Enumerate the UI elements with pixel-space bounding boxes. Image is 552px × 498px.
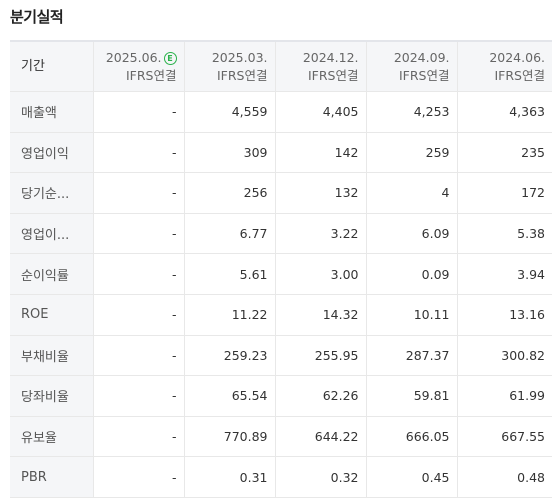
table-cell: 0.09 xyxy=(366,253,458,295)
table-cell: 13.16 xyxy=(457,293,552,336)
table-row: 유보율 -770.89 644.22 666.05 667.55 xyxy=(10,415,552,457)
table-cell: - xyxy=(93,456,185,498)
table-cell: - xyxy=(93,334,185,376)
column-date: 2024.09. xyxy=(393,49,450,65)
table-cell: - xyxy=(93,415,185,457)
period-header-label: 기간 xyxy=(10,40,94,92)
table-cell: 255.95 xyxy=(275,334,367,376)
table-cell: 0.32 xyxy=(275,456,367,498)
table-cell: 6.09 xyxy=(366,212,458,254)
table-cell: 666.05 xyxy=(366,415,458,457)
table-cell: - xyxy=(93,375,185,417)
table-cell: 667.55 xyxy=(457,415,552,457)
row-label: 부채비율 xyxy=(10,334,94,376)
table-row: 영업이익 -309 142 259 235 xyxy=(10,131,552,173)
table-row: 부채비율 -259.23 255.95 287.37 300.82 xyxy=(10,334,552,376)
column-date: 2025.06. xyxy=(105,49,162,65)
table-cell: 309 xyxy=(184,131,276,173)
row-label: 매출액 xyxy=(10,91,94,133)
table-row: PBR -0.31 0.32 0.45 0.48 xyxy=(10,456,552,498)
row-label: 당기순... xyxy=(10,172,94,214)
column-date: 2024.12. xyxy=(302,49,359,65)
row-label: 유보율 xyxy=(10,415,94,457)
column-header: 2024.09. IFRS연결 xyxy=(366,40,458,92)
table-cell: 287.37 xyxy=(366,334,458,376)
table-cell: 59.81 xyxy=(366,375,458,417)
column-basis: IFRS연결 xyxy=(308,67,359,83)
table-cell: 4,559 xyxy=(184,91,276,133)
table-cell: 61.99 xyxy=(457,375,552,417)
table-cell: 0.48 xyxy=(457,456,552,498)
table-row: 순이익률 -5.61 3.00 0.09 3.94 xyxy=(10,253,552,295)
table-cell: 259 xyxy=(366,131,458,173)
table-row: 당기순... -256 132 4 172 xyxy=(10,172,552,214)
table-cell: 142 xyxy=(275,131,367,173)
quarterly-results-table: 기간 2025.06. E IFRS연결 2025.03. IFRS연결 2024… xyxy=(10,40,552,498)
table-cell: 4,253 xyxy=(366,91,458,133)
column-header: 2024.12. IFRS연결 xyxy=(275,40,367,92)
table-cell: - xyxy=(93,253,185,295)
section-title: 분기실적 xyxy=(10,8,64,26)
table-row: ROE -11.22 14.32 10.11 13.16 xyxy=(10,293,552,336)
table-cell: 259.23 xyxy=(184,334,276,376)
table-cell: - xyxy=(93,91,185,133)
table-cell: 11.22 xyxy=(184,293,276,336)
table-row: 영업이... -6.77 3.22 6.09 5.38 xyxy=(10,212,552,254)
table-cell: - xyxy=(93,293,185,336)
column-basis: IFRS연결 xyxy=(399,67,450,83)
column-header: 2025.06. E IFRS연결 xyxy=(93,40,185,92)
table-cell: 4 xyxy=(366,172,458,214)
column-date: 2024.06. xyxy=(489,49,545,65)
table-cell: 300.82 xyxy=(457,334,552,376)
column-basis: IFRS연결 xyxy=(494,67,546,83)
column-date: 2025.03. xyxy=(211,49,268,65)
row-label: PBR xyxy=(10,456,94,498)
table-cell: 4,363 xyxy=(457,91,552,133)
row-label: 순이익률 xyxy=(10,253,94,295)
row-label: 당좌비율 xyxy=(10,375,94,417)
table-cell: - xyxy=(93,131,185,173)
table-cell: 3.22 xyxy=(275,212,367,254)
table-cell: 65.54 xyxy=(184,375,276,417)
table-cell: 644.22 xyxy=(275,415,367,457)
table-row: 당좌비율 -65.54 62.26 59.81 61.99 xyxy=(10,375,552,417)
estimate-badge-icon: E xyxy=(163,51,177,65)
table-cell: - xyxy=(93,212,185,254)
column-header: 2025.03. IFRS연결 xyxy=(184,40,276,92)
table-cell: 4,405 xyxy=(275,91,367,133)
column-basis: IFRS연결 xyxy=(126,67,177,83)
header-row: 기간 2025.06. E IFRS연결 2025.03. IFRS연결 2024… xyxy=(10,40,552,92)
table-cell: 0.45 xyxy=(366,456,458,498)
table-cell: 3.94 xyxy=(457,253,552,295)
table-cell: 235 xyxy=(457,131,552,173)
table-cell: 5.38 xyxy=(457,212,552,254)
table-cell: 5.61 xyxy=(184,253,276,295)
table-cell: 62.26 xyxy=(275,375,367,417)
table-row: 매출액 -4,559 4,405 4,253 4,363 xyxy=(10,91,552,133)
table-cell: - xyxy=(93,172,185,214)
row-label: ROE xyxy=(10,293,94,336)
row-label: 영업이... xyxy=(10,212,94,254)
table-cell: 0.31 xyxy=(184,456,276,498)
column-header: 2024.06. IFRS연결 xyxy=(457,40,552,92)
table-cell: 770.89 xyxy=(184,415,276,457)
row-label: 영업이익 xyxy=(10,131,94,173)
table-cell: 14.32 xyxy=(275,293,367,336)
table-cell: 10.11 xyxy=(366,293,458,336)
table-cell: 172 xyxy=(457,172,552,214)
table-cell: 6.77 xyxy=(184,212,276,254)
table-cell: 256 xyxy=(184,172,276,214)
table-cell: 3.00 xyxy=(275,253,367,295)
column-basis: IFRS연결 xyxy=(217,67,268,83)
table-cell: 132 xyxy=(275,172,367,214)
